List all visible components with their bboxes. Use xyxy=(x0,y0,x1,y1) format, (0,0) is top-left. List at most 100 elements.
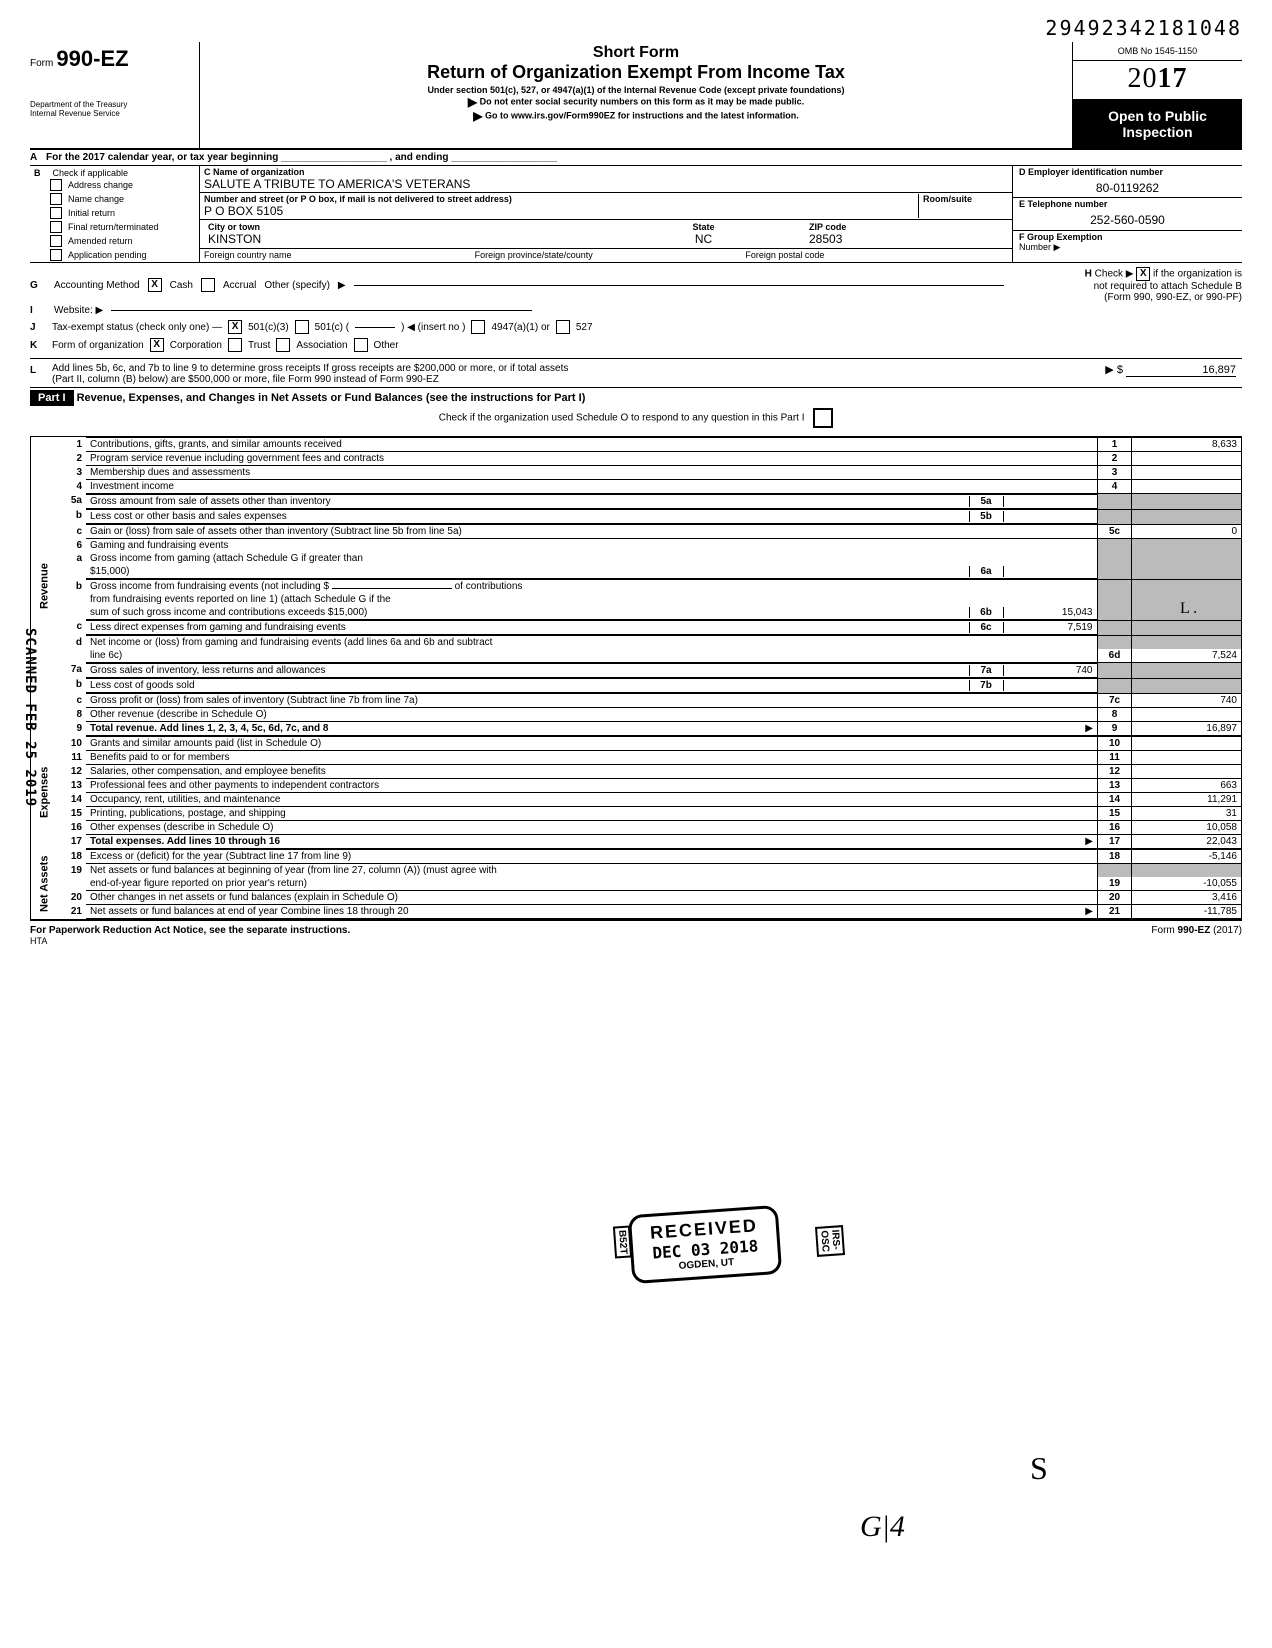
line-num: 5a xyxy=(58,494,86,510)
h-text-3: (Form 990, 990-EZ, or 990-PF) xyxy=(1104,292,1242,303)
chk-label: Address change xyxy=(68,180,133,190)
line-desc: Gaming and fundraising events xyxy=(86,539,1098,553)
line-box-shade xyxy=(1098,864,1132,878)
line-val-shade xyxy=(1132,509,1242,525)
phone-row: E Telephone number 252-560-0590 xyxy=(1013,198,1242,230)
line-val-shade xyxy=(1132,663,1242,679)
line-box: 14 xyxy=(1098,793,1132,807)
paperwork-notice: For Paperwork Reduction Act Notice, see … xyxy=(30,925,350,936)
line-val: 740 xyxy=(1132,694,1242,708)
row-h: H Check ▶ X if the organization is not r… xyxy=(1012,267,1242,303)
line-num: 14 xyxy=(58,793,86,807)
zip-value: 28503 xyxy=(809,232,842,246)
foreign-country-label: Foreign country name xyxy=(200,249,471,261)
chk-final-return[interactable]: Final return/terminated xyxy=(30,220,199,234)
chk-address-change[interactable]: Address change xyxy=(30,178,199,192)
foreign-postal-label: Foreign postal code xyxy=(741,249,1012,261)
line-box-shade xyxy=(1098,606,1132,620)
open-line1: Open to Public xyxy=(1108,108,1207,124)
form-number: 990-EZ xyxy=(56,46,128,71)
chk-schedule-o[interactable] xyxy=(813,408,833,428)
opt-527: 527 xyxy=(576,322,593,333)
expenses-section: Expenses 10Grants and similar amounts pa… xyxy=(30,736,1242,849)
line-box: 1 xyxy=(1098,438,1132,452)
chk-app-pending[interactable]: Application pending xyxy=(30,248,199,262)
subtitle-2-text: Do not enter social security numbers on … xyxy=(480,96,805,106)
chk-other-org[interactable] xyxy=(354,338,368,352)
chk-cash[interactable]: X xyxy=(148,278,162,292)
footer: For Paperwork Reduction Act Notice, see … xyxy=(30,921,1242,947)
line-val: 22,043 xyxy=(1132,835,1242,849)
opt-corporation: Corporation xyxy=(170,340,222,351)
line-desc: sum of such gross income and contributio… xyxy=(86,606,1098,620)
chk-corporation[interactable]: X xyxy=(150,338,164,352)
line-num: c xyxy=(58,620,86,636)
line-val: 10,058 xyxy=(1132,821,1242,835)
line-desc: Total expenses. Add lines 10 through 16▶ xyxy=(86,835,1098,849)
line-val: -11,785 xyxy=(1132,905,1242,919)
chk-501c3[interactable]: X xyxy=(228,320,242,334)
address-value: P O BOX 5105 xyxy=(204,204,283,218)
row-gh: G Accounting Method XCash Accrual Other … xyxy=(30,263,1242,305)
opt-trust: Trust xyxy=(248,340,270,351)
open-line2: Inspection xyxy=(1122,124,1192,140)
subtitle-1: Under section 501(c), 527, or 4947(a)(1)… xyxy=(206,85,1066,95)
line-val-shade xyxy=(1132,636,1242,650)
city-label: City or town xyxy=(208,222,598,232)
phone-value: 252-560-0590 xyxy=(1019,209,1236,227)
state-label: State xyxy=(606,222,801,232)
line-box: 16 xyxy=(1098,821,1132,835)
line-val xyxy=(1132,480,1242,494)
group-exemption-label: F Group Exemption xyxy=(1019,232,1103,242)
opt-4947: 4947(a)(1) or xyxy=(491,322,549,333)
chk-name-change[interactable]: Name change xyxy=(30,192,199,206)
org-name-label: C Name of organization xyxy=(204,167,1008,177)
line-box-shade xyxy=(1098,663,1132,679)
line-num: 4 xyxy=(58,480,86,494)
chk-trust[interactable] xyxy=(228,338,242,352)
row-j: J Tax-exempt status (check only one) — X… xyxy=(30,318,1242,336)
line-num: 19 xyxy=(58,864,86,878)
line-desc: Contributions, gifts, grants, and simila… xyxy=(86,438,1098,452)
line-desc: Other revenue (describe in Schedule O) xyxy=(86,708,1098,722)
line-num: 2 xyxy=(58,452,86,466)
chk-initial-return[interactable]: Initial return xyxy=(30,206,199,220)
h-check-label: Check ▶ xyxy=(1095,269,1134,280)
chk-schedule-b[interactable]: X xyxy=(1136,267,1150,281)
l-text-2: (Part II, column (B) below) are $500,000… xyxy=(52,374,1042,385)
subtitle-2: ▶ Do not enter social security numbers o… xyxy=(206,95,1066,109)
l-text-1: Add lines 5b, 6c, and 7b to line 9 to de… xyxy=(52,363,1042,374)
line-val-shade xyxy=(1132,678,1242,694)
opt-501c: 501(c) ( xyxy=(315,322,349,333)
line-desc: Net assets or fund balances at end of ye… xyxy=(86,905,1098,919)
city-value: KINSTON xyxy=(208,232,261,246)
chk-amended[interactable]: Amended return xyxy=(30,234,199,248)
line-num: c xyxy=(58,525,86,539)
line-num: b xyxy=(58,580,86,594)
line-num: 7a xyxy=(58,663,86,679)
line-desc: Less direct expenses from gaming and fun… xyxy=(86,620,1098,635)
line-desc: from fundraising events reported on line… xyxy=(86,593,1098,606)
b-label: Check if applicable xyxy=(53,168,129,178)
line-num: 15 xyxy=(58,807,86,821)
chk-4947[interactable] xyxy=(471,320,485,334)
line-desc: Salaries, other compensation, and employ… xyxy=(86,765,1098,779)
line-num: 12 xyxy=(58,765,86,779)
address-row: Number and street (or P O box, if mail i… xyxy=(200,193,1012,220)
row-a: AFor the 2017 calendar year, or tax year… xyxy=(30,150,1242,166)
opt-501c3: 501(c)(3) xyxy=(248,322,289,333)
open-to-public: Open to Public Inspection xyxy=(1073,100,1242,148)
line-box: 12 xyxy=(1098,765,1132,779)
chk-501c[interactable] xyxy=(295,320,309,334)
dept-irs: Internal Revenue Service xyxy=(30,109,193,118)
line-num xyxy=(58,606,86,620)
line-val xyxy=(1132,452,1242,466)
accounting-method-label: Accounting Method xyxy=(54,280,140,291)
sidebar-net-assets: Net Assets xyxy=(30,849,58,919)
l-amount: 16,897 xyxy=(1126,364,1236,377)
part1-sub-text: Check if the organization used Schedule … xyxy=(439,413,805,424)
chk-accrual[interactable] xyxy=(201,278,215,292)
line-desc: Other changes in net assets or fund bala… xyxy=(86,891,1098,905)
chk-association[interactable] xyxy=(276,338,290,352)
chk-527[interactable] xyxy=(556,320,570,334)
